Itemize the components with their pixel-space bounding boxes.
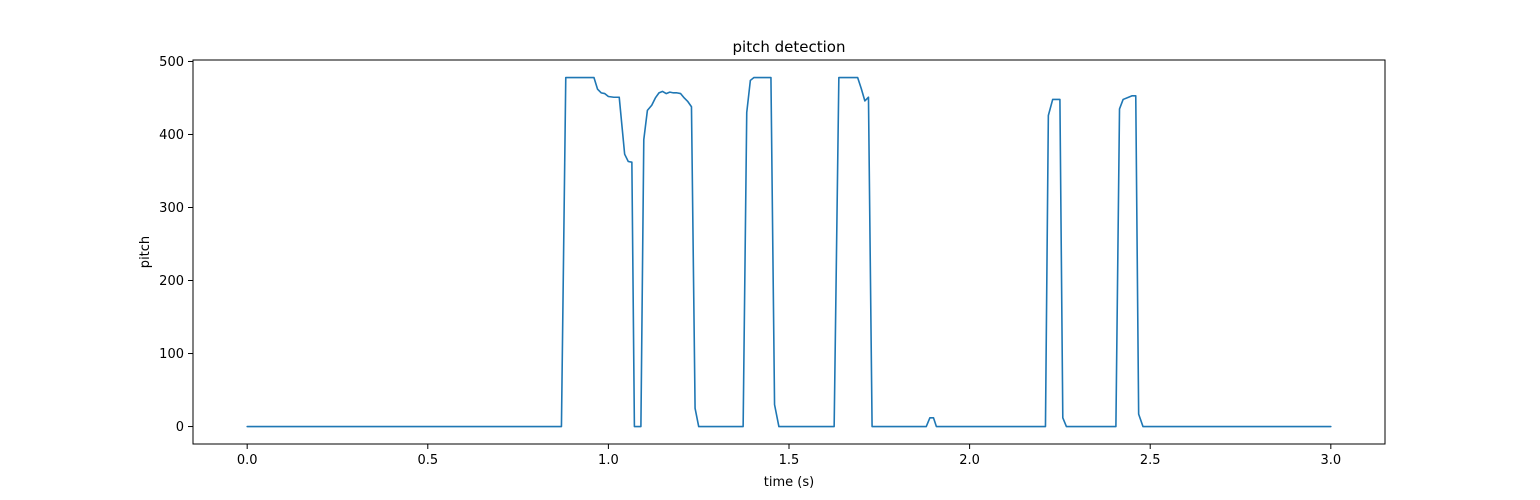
x-tick-label: 0.0 (237, 453, 258, 468)
chart-title: pitch detection (733, 38, 846, 56)
y-tick-label: 0 (176, 420, 184, 435)
y-tick-label: 400 (159, 128, 184, 143)
y-tick-label: 100 (159, 347, 184, 362)
x-tick-label: 3.0 (1320, 453, 1341, 468)
series-line-0 (246, 76, 1332, 428)
plot-frame (192, 59, 1386, 445)
y-tick-label: 200 (159, 274, 184, 289)
y-tick-label: 500 (159, 55, 184, 70)
x-tick-label: 1.0 (598, 453, 619, 468)
x-tick-label: 0.5 (417, 453, 438, 468)
y-axis-ticks: 0 100 200 300 400 500 (159, 55, 193, 435)
x-axis-ticks: 0.0 0.5 1.0 1.5 2.0 2.5 3.0 (237, 444, 1341, 468)
plot-background (193, 60, 1385, 444)
series-layer (246, 76, 1332, 428)
x-tick-label: 2.5 (1140, 453, 1161, 468)
y-tick-label: 300 (159, 201, 184, 216)
x-tick-label: 2.0 (959, 453, 980, 468)
x-tick-label: 1.5 (779, 453, 800, 468)
x-axis-label: time (s) (764, 475, 814, 490)
y-axis-label: pitch (138, 236, 153, 268)
